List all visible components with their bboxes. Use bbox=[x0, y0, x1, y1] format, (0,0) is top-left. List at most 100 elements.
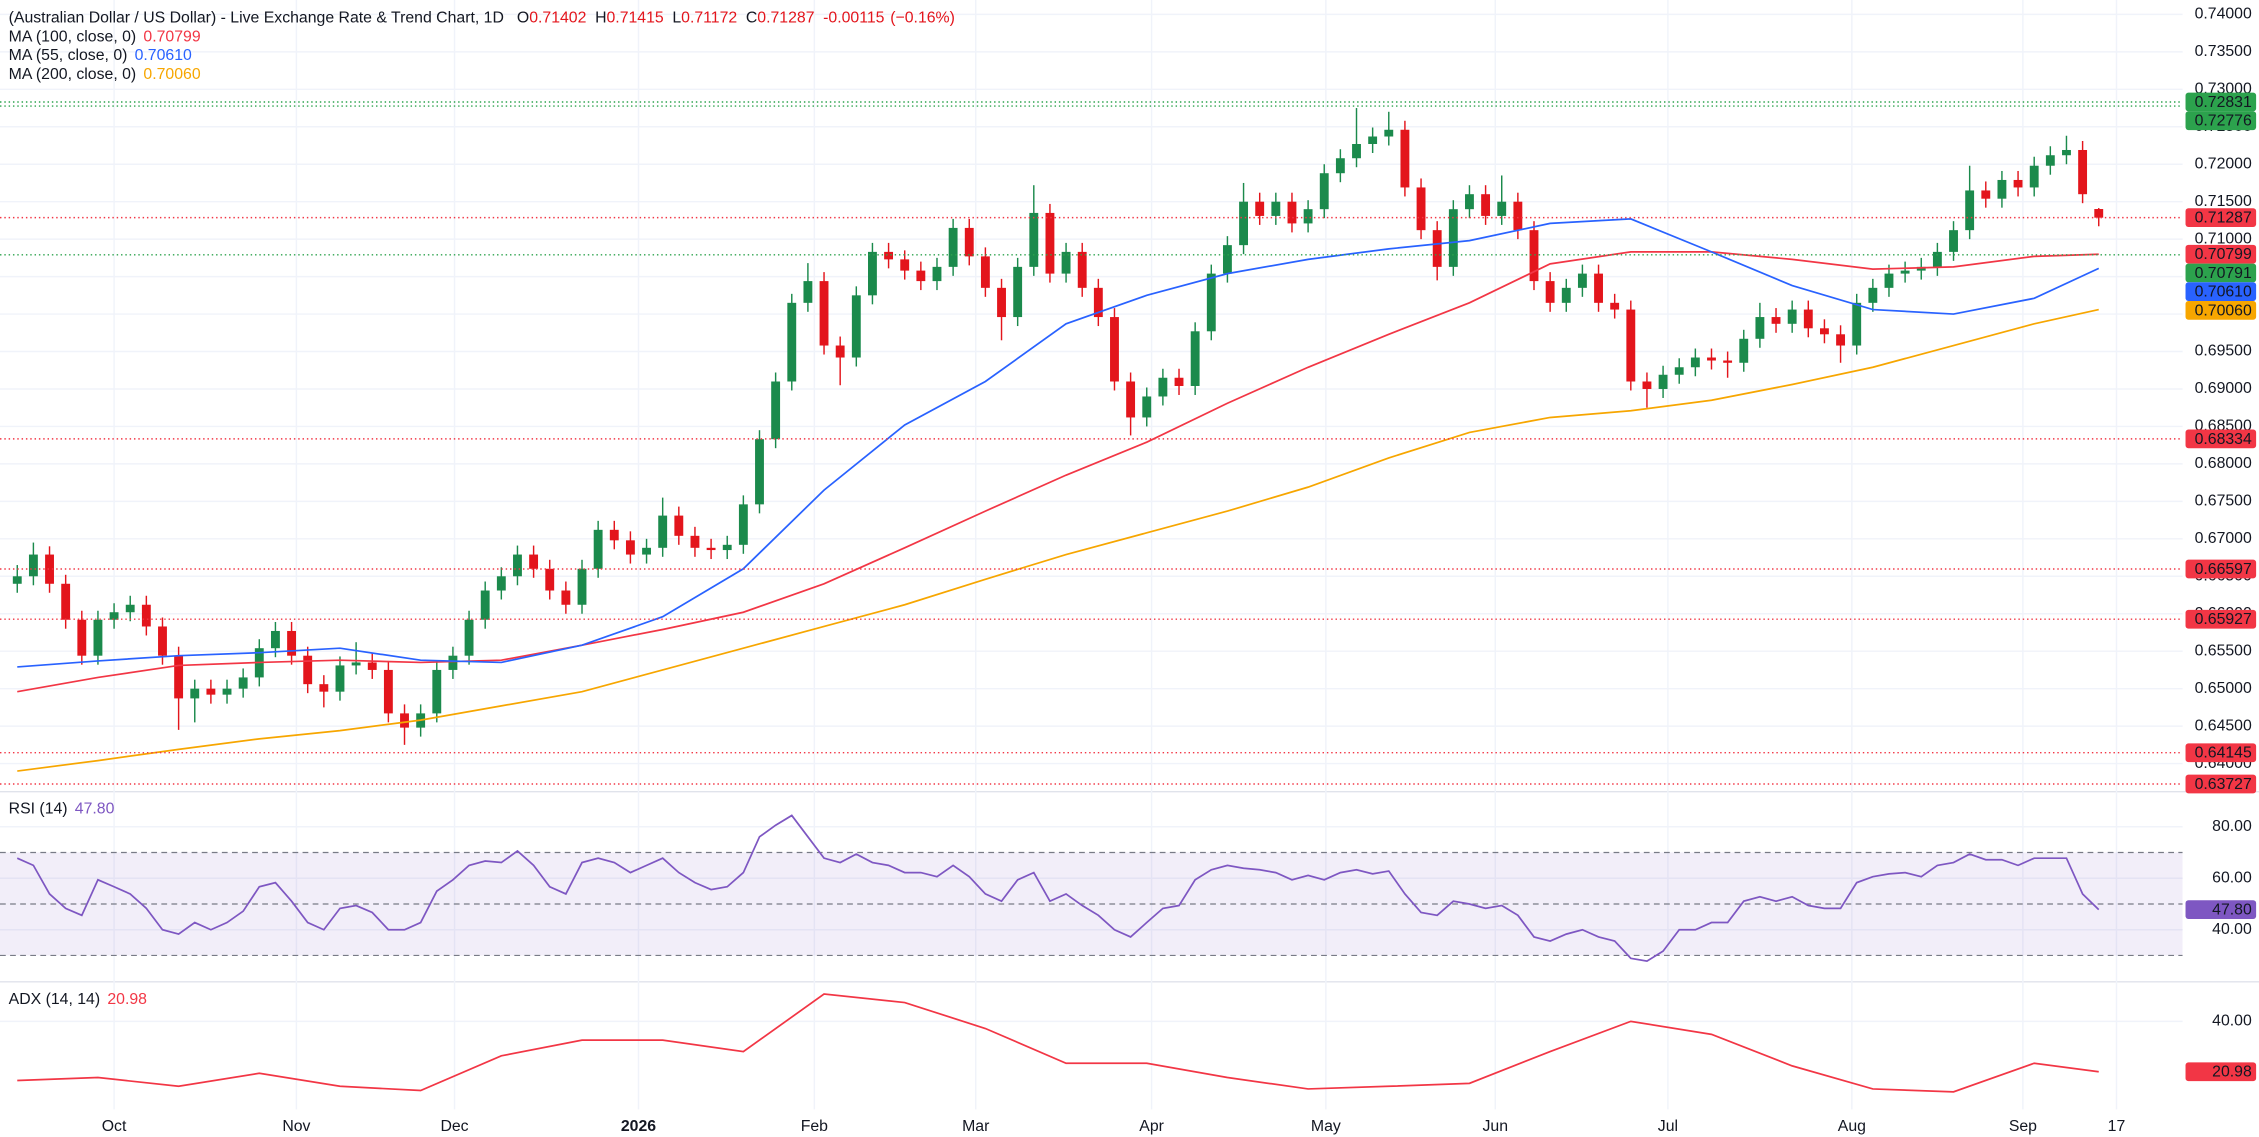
y-tick-label: 0.72000 bbox=[2195, 155, 2252, 172]
candle-body bbox=[1029, 212, 1039, 267]
candle-body bbox=[1690, 357, 1700, 368]
ohlc-label: C bbox=[746, 10, 757, 27]
grid-layer bbox=[0, 0, 2183, 1110]
legend-name: MA (200, close, 0) bbox=[9, 66, 137, 83]
candle-body bbox=[513, 554, 522, 577]
y-tick-label: 0.64500 bbox=[2195, 717, 2252, 734]
candle-body bbox=[1497, 201, 1507, 216]
indicator-line bbox=[17, 993, 2099, 1093]
axis-tag-label: 0.72831 bbox=[2195, 94, 2252, 111]
candle-body bbox=[448, 655, 458, 670]
x-tick-label: May bbox=[1311, 1118, 1341, 1135]
candle-body bbox=[1771, 317, 1781, 324]
legend-entry: MA (100, close, 0) 0.70799 bbox=[9, 29, 201, 46]
axis-tag bbox=[2185, 1062, 2257, 1082]
axis-tag bbox=[2185, 743, 2257, 763]
candle-body bbox=[1932, 251, 1942, 267]
x-tick-label: Nov bbox=[282, 1118, 310, 1135]
axis-tag-label: 0.63727 bbox=[2195, 776, 2252, 793]
candle-body bbox=[1093, 287, 1103, 318]
y-tick-label: 40.00 bbox=[2212, 1013, 2252, 1030]
candle-body bbox=[2094, 209, 2104, 218]
candle-body bbox=[851, 295, 861, 358]
y-tick-label: 80.00 bbox=[2212, 818, 2252, 835]
candle-body bbox=[1787, 309, 1797, 324]
x-tick-label: Aug bbox=[1838, 1118, 1866, 1135]
legend-name: MA (55, close, 0) bbox=[9, 47, 128, 64]
candle-body bbox=[1013, 266, 1023, 318]
y-tick-label: 0.74000 bbox=[2195, 6, 2252, 23]
legend-value: 0.70610 bbox=[135, 47, 192, 64]
axis-tag-label: 0.68334 bbox=[2195, 431, 2252, 448]
candle-body bbox=[658, 515, 668, 548]
x-tick-label: Oct bbox=[102, 1118, 127, 1135]
candle-body bbox=[2029, 165, 2039, 188]
x-tick-label: Jul bbox=[1658, 1118, 1678, 1135]
candle-body bbox=[819, 281, 829, 346]
x-tick-label: 2026 bbox=[621, 1118, 656, 1135]
candle-body bbox=[1352, 143, 1361, 159]
candle-body bbox=[222, 688, 232, 695]
candle-body bbox=[1206, 273, 1216, 332]
candle-body bbox=[916, 270, 926, 282]
candle-body bbox=[1836, 334, 1846, 346]
candle-body bbox=[109, 612, 119, 620]
legend-entry: MA (55, close, 0) 0.70610 bbox=[9, 47, 192, 64]
candle-body bbox=[1319, 173, 1329, 210]
candle-body bbox=[1448, 209, 1458, 267]
candle-body bbox=[319, 684, 329, 692]
candle-body bbox=[1868, 287, 1878, 303]
indicator-line bbox=[17, 218, 2100, 668]
x-tick-label: 17 bbox=[2108, 1118, 2126, 1135]
candle-body bbox=[1513, 201, 1523, 231]
candle-body bbox=[190, 688, 200, 699]
candle-body bbox=[2013, 179, 2023, 188]
candle-body bbox=[1045, 212, 1055, 274]
candle-body bbox=[932, 266, 942, 282]
candle-body bbox=[1384, 129, 1394, 137]
y-tick-label: 0.71000 bbox=[2195, 230, 2252, 247]
candle-body bbox=[900, 259, 910, 271]
axis-tag bbox=[2185, 111, 2257, 131]
candle-body bbox=[480, 590, 490, 620]
candle-body bbox=[1545, 281, 1555, 303]
candle-body bbox=[1642, 381, 1652, 389]
candle-body bbox=[12, 576, 22, 584]
axis-tag-label: 0.72776 bbox=[2195, 113, 2252, 130]
ohlc-value: 0.71287 bbox=[757, 10, 814, 27]
axis-tag bbox=[2185, 244, 2257, 264]
candle-body bbox=[1900, 270, 1910, 274]
candle-body bbox=[642, 547, 651, 555]
candle-body bbox=[1707, 357, 1716, 361]
candle-body bbox=[706, 547, 716, 551]
candle-body bbox=[1658, 374, 1668, 389]
candle-body bbox=[964, 227, 974, 257]
candle-body bbox=[1981, 190, 1991, 199]
candle-body bbox=[1432, 230, 1442, 267]
candle-body bbox=[1852, 302, 1862, 346]
candle-body bbox=[948, 227, 958, 267]
indicator-line bbox=[17, 308, 2099, 772]
candle-body bbox=[2062, 149, 2071, 156]
candle-body bbox=[1626, 309, 1636, 382]
candle-body bbox=[28, 554, 38, 577]
ohlc-value: 0.71402 bbox=[529, 10, 586, 27]
candle-body bbox=[1819, 328, 1829, 335]
candle-body bbox=[690, 535, 700, 548]
candle-body bbox=[1335, 158, 1345, 174]
candle-body bbox=[1174, 377, 1184, 386]
candle-body bbox=[464, 619, 474, 656]
candle-body bbox=[771, 381, 781, 440]
candle-body bbox=[1949, 230, 1958, 252]
candle-body bbox=[738, 504, 748, 545]
pane bbox=[0, 814, 2183, 963]
axis-tag bbox=[2185, 900, 2257, 920]
candle-body bbox=[1222, 245, 1232, 274]
candle-body bbox=[884, 251, 894, 260]
candle-body bbox=[1610, 302, 1620, 310]
legend-value: 20.98 bbox=[107, 991, 147, 1008]
candle-body bbox=[1190, 331, 1200, 386]
candle-body bbox=[545, 568, 555, 591]
indicator-line bbox=[16, 814, 2100, 963]
